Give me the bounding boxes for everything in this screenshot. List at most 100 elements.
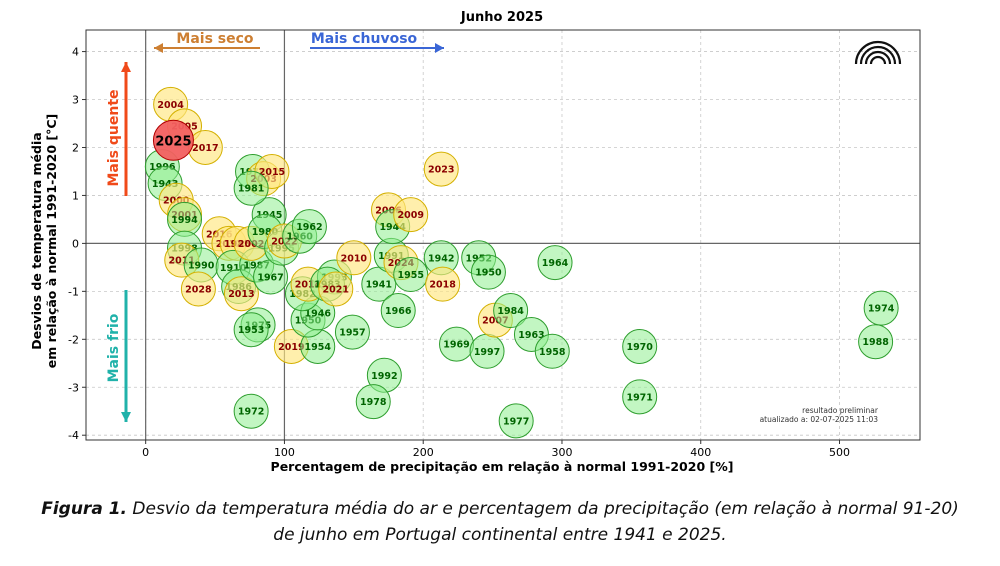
point-label: 2028 (185, 284, 212, 295)
point-label: 1997 (474, 347, 500, 358)
y-tick-label: -2 (68, 333, 79, 346)
point-marker (423, 151, 459, 187)
figure-caption: Figura 1. Desvio da temperatura média do… (0, 496, 1000, 548)
point-marker (534, 333, 570, 369)
y-tick-label: -1 (68, 285, 79, 298)
point-label: 1946 (305, 308, 332, 319)
point-label: 1962 (296, 222, 322, 233)
annotations: Mais seco Mais chuvoso Mais quente Mais fri… (106, 31, 879, 424)
x-axis-label: Percentagem de precipitação em relação à… (271, 459, 734, 474)
point-label: 1966 (385, 306, 412, 317)
point-label: 1970 (626, 342, 653, 353)
point-label: 1994 (171, 215, 198, 226)
y-tick-label: 0 (72, 237, 79, 250)
x-tick-label: 400 (690, 446, 711, 459)
point-label: 2018 (429, 280, 456, 291)
point-label: 1971 (626, 392, 652, 403)
caption-line1: Figura 1. Desvio da temperatura média do… (0, 496, 1000, 522)
y-tick-label: 1 (72, 189, 79, 202)
point-label: 1955 (397, 270, 423, 281)
scatter-chart: 2004200520171996194320002001199419982011… (29, 10, 921, 474)
point-label: 1957 (339, 328, 365, 339)
point-label: 1967 (257, 272, 283, 283)
point-marker (425, 266, 461, 302)
x-tick-label: 300 (551, 446, 572, 459)
point-marker (380, 293, 416, 329)
point-label: 1992 (371, 371, 397, 382)
x-tick-label: 500 (829, 446, 850, 459)
hot-label: Mais quente (106, 89, 122, 186)
logo-arc (869, 55, 887, 65)
point-label: 2021 (323, 284, 349, 295)
wet-arrow-head (435, 43, 444, 53)
point-marker (318, 271, 354, 307)
logo-arc (864, 50, 892, 65)
point-label: 1978 (360, 397, 387, 408)
point-marker (334, 314, 370, 350)
point-label: 1941 (366, 280, 392, 291)
point-label: 1910 (220, 263, 247, 274)
caption-line2: de junho em Portugal continental entre 1… (273, 525, 727, 545)
x-tick-label: 200 (413, 446, 434, 459)
dry-label: Mais seco (176, 31, 254, 47)
chart-title: Junho 2025 (460, 10, 543, 25)
hot-arrow-head (121, 62, 131, 72)
point-label: 2009 (397, 210, 423, 221)
note-updated: atualizado a: 02-07-2025 11:03 (760, 415, 879, 424)
point-label: 1980 (252, 227, 279, 238)
cold-arrow-head (121, 412, 131, 422)
point-marker (393, 257, 429, 293)
point-label: 2015 (259, 167, 285, 178)
x-tick-label: 0 (142, 446, 149, 459)
logo-arc (859, 45, 897, 65)
point-label: 1981 (238, 184, 264, 195)
point-label: 1969 (443, 340, 469, 351)
point-label: 2013 (228, 289, 254, 300)
point-marker (622, 379, 658, 415)
point-label: 1977 (503, 416, 529, 427)
point-marker (233, 170, 269, 206)
point-marker (336, 240, 372, 276)
point-marker (537, 245, 573, 281)
point-marker (470, 254, 506, 290)
point-marker (223, 276, 259, 312)
y-tick-label: 2 (72, 141, 79, 154)
point-label: 1954 (305, 342, 332, 353)
point-label: 2025 (155, 134, 191, 149)
data-points: 2004200520171996194320002001199419982011… (144, 86, 899, 439)
cold-label: Mais frio (106, 313, 122, 382)
y-tick-label: 3 (72, 94, 79, 107)
y-axis-label-line2: em relação à normal 1991-2020 [°C] (44, 114, 59, 369)
point-marker (233, 393, 269, 429)
point-label: 1944 (379, 222, 406, 233)
point-label: 1958 (539, 347, 566, 358)
ipma-arc-logo (854, 40, 902, 65)
point-label: 2023 (428, 165, 454, 176)
caption-line1-text: Desvio da temperatura média do ar e perc… (127, 499, 959, 519)
point-marker (233, 312, 269, 348)
point-label: 1987 (243, 260, 269, 271)
point-label: 1964 (542, 258, 569, 269)
point-label: 1943 (152, 179, 178, 190)
point-label: 1984 (497, 306, 524, 317)
y-tick-label: -3 (68, 381, 79, 394)
x-tick-label: 100 (274, 446, 295, 459)
point-label: 2002 (238, 239, 264, 250)
point-label: 1972 (238, 407, 264, 418)
point-label: 1974 (868, 304, 895, 315)
point-label: 2017 (192, 143, 218, 154)
point-label: 1988 (862, 337, 889, 348)
point-label: 2014 (295, 280, 322, 291)
point-marker (355, 384, 391, 420)
point-marker (493, 293, 529, 329)
dry-arrow-head (154, 43, 163, 53)
point-label: 1953 (238, 325, 264, 336)
logo-arc (854, 40, 902, 65)
point-marker (180, 271, 216, 307)
point-marker (393, 197, 429, 233)
point-label: 2004 (157, 100, 184, 111)
point-label: 1963 (518, 330, 544, 341)
y-axis-label-line1: Desvios de temperatura média (29, 132, 44, 349)
point-marker (622, 328, 658, 364)
caption-label: Figura 1. (41, 499, 127, 519)
